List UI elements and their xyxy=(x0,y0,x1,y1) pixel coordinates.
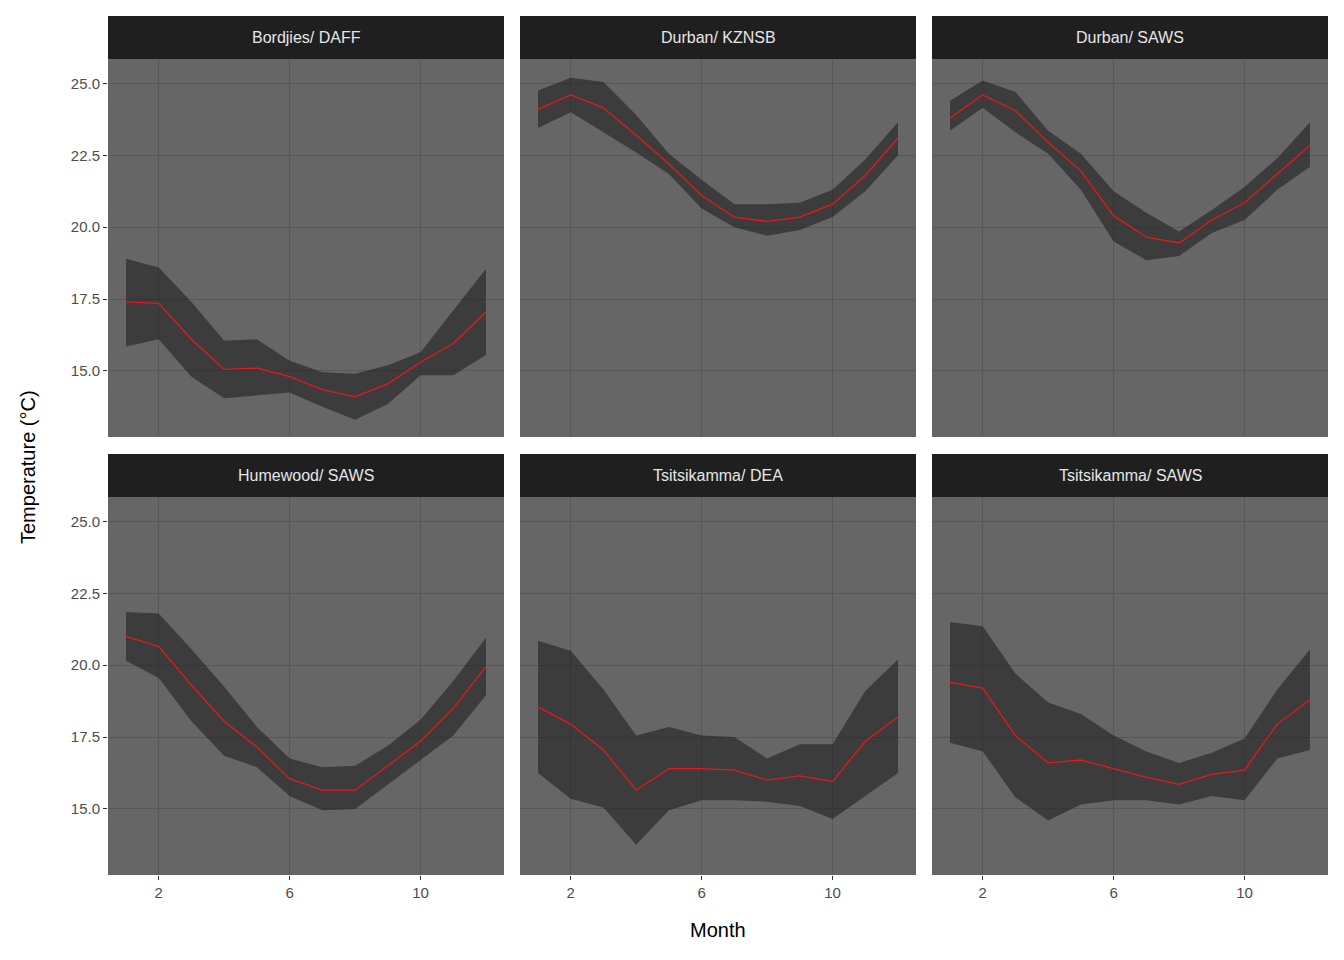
svg-text:6: 6 xyxy=(697,884,705,901)
svg-text:22.5: 22.5 xyxy=(71,585,100,602)
svg-text:Month: Month xyxy=(690,919,746,941)
svg-text:10: 10 xyxy=(1236,884,1253,901)
svg-text:Durban/ KZNSB: Durban/ KZNSB xyxy=(661,29,776,46)
svg-text:Temperature (°C): Temperature (°C) xyxy=(17,390,39,544)
svg-text:6: 6 xyxy=(1109,884,1117,901)
svg-text:17.5: 17.5 xyxy=(71,290,100,307)
svg-text:10: 10 xyxy=(824,884,841,901)
svg-text:20.0: 20.0 xyxy=(71,218,100,235)
svg-text:25.0: 25.0 xyxy=(71,75,100,92)
svg-text:15.0: 15.0 xyxy=(71,800,100,817)
svg-text:Durban/ SAWS: Durban/ SAWS xyxy=(1076,29,1184,46)
svg-text:17.5: 17.5 xyxy=(71,728,100,745)
svg-text:2: 2 xyxy=(567,884,575,901)
svg-text:20.0: 20.0 xyxy=(71,656,100,673)
svg-text:2: 2 xyxy=(979,884,987,901)
svg-text:Tsitsikamma/ DEA: Tsitsikamma/ DEA xyxy=(653,467,783,484)
svg-text:Bordjies/ DAFF: Bordjies/ DAFF xyxy=(252,29,361,46)
svg-text:10: 10 xyxy=(412,884,429,901)
svg-text:Humewood/ SAWS: Humewood/ SAWS xyxy=(238,467,374,484)
svg-text:22.5: 22.5 xyxy=(71,147,100,164)
svg-text:25.0: 25.0 xyxy=(71,513,100,530)
svg-text:2: 2 xyxy=(155,884,163,901)
svg-text:6: 6 xyxy=(285,884,293,901)
svg-text:15.0: 15.0 xyxy=(71,362,100,379)
svg-text:Tsitsikamma/ SAWS: Tsitsikamma/ SAWS xyxy=(1059,467,1202,484)
